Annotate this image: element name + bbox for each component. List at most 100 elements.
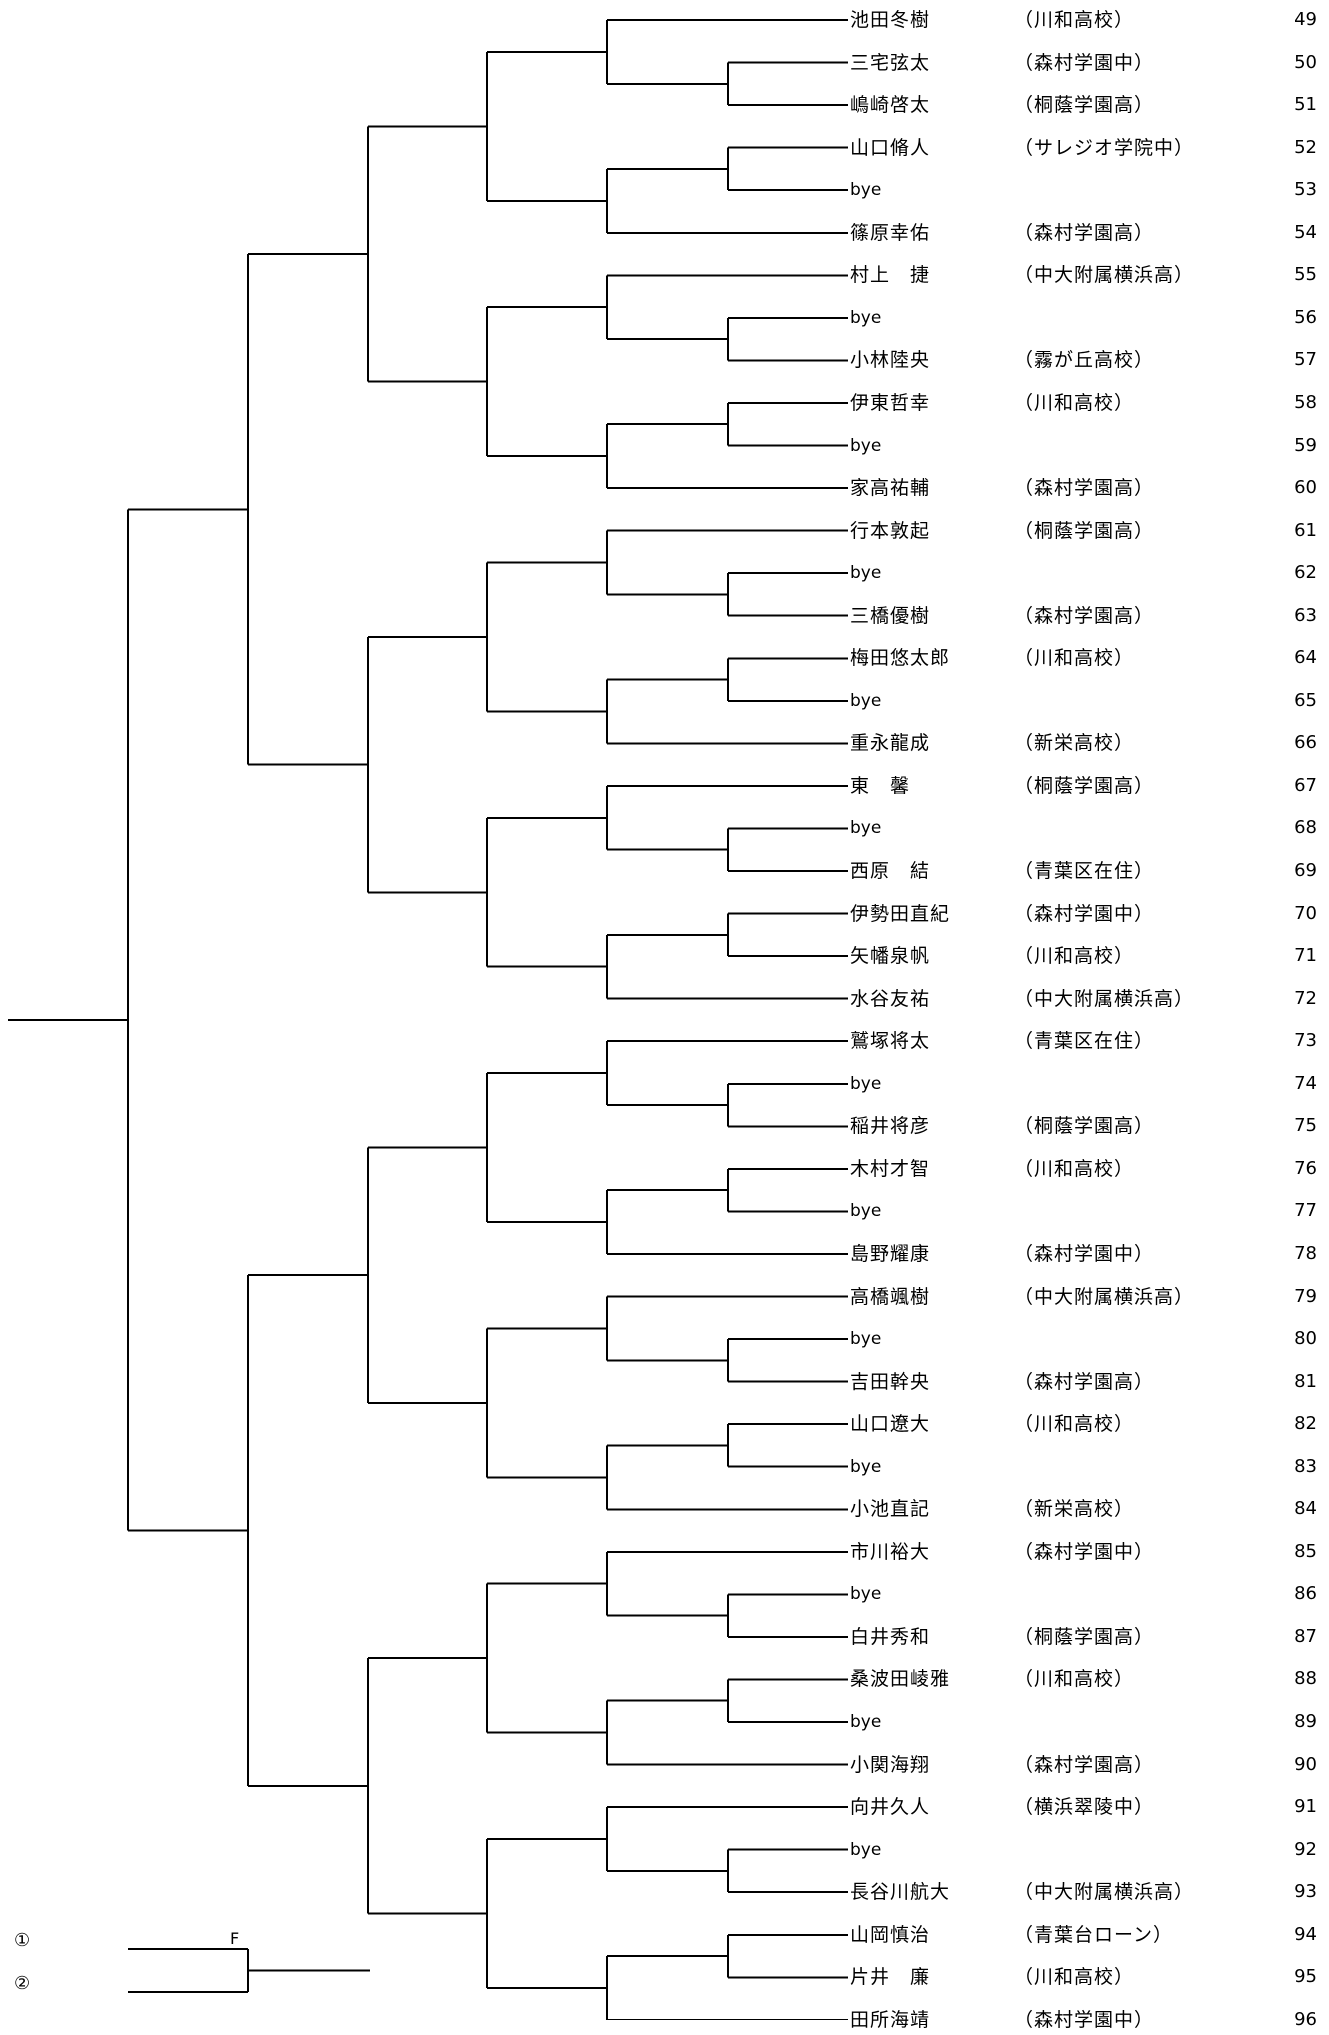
player-affiliation: （新栄高校） xyxy=(1014,732,1135,755)
draw-number: 62 xyxy=(1294,562,1317,584)
player-name: 白井秀和 xyxy=(850,1625,931,1648)
player-affiliation: （森村学園中） xyxy=(1014,51,1155,74)
draw-number: 55 xyxy=(1294,264,1317,286)
bye-label: bye xyxy=(850,1073,882,1094)
draw-number: 65 xyxy=(1294,689,1317,711)
player-affiliation: （中大附属横浜高） xyxy=(1014,264,1195,287)
player-affiliation: （川和高校） xyxy=(1014,1966,1135,1989)
player-affiliation: （桐蔭学園高） xyxy=(1014,519,1155,542)
player-name: 島野耀康 xyxy=(850,1242,931,1265)
player-affiliation: （中大附属横浜高） xyxy=(1014,987,1195,1010)
player-name: 向井久人 xyxy=(850,1796,931,1819)
player-name: 西原 結 xyxy=(850,860,931,882)
bye-label: bye xyxy=(850,1329,882,1350)
player-affiliation: （川和高校） xyxy=(1014,391,1135,414)
bye-label: bye xyxy=(850,1839,882,1860)
player-name: 稲井将彦 xyxy=(850,1115,931,1138)
player-name: 東 馨 xyxy=(850,774,911,797)
player-name: 山口脩人 xyxy=(850,136,931,159)
draw-number: 81 xyxy=(1294,1370,1317,1392)
player-affiliation: （森村学園中） xyxy=(1014,1540,1155,1563)
draw-number: 74 xyxy=(1294,1072,1317,1094)
player-affiliation: （川和高校） xyxy=(1014,9,1135,31)
player-name: 家高祐輔 xyxy=(850,477,931,500)
player-affiliation: （横浜翠陵中） xyxy=(1014,1796,1155,1819)
player-affiliation: （川和高校） xyxy=(1014,647,1135,670)
player-affiliation: （森村学園高） xyxy=(1014,1753,1155,1776)
draw-number: 82 xyxy=(1294,1413,1317,1435)
draw-number: 95 xyxy=(1294,1966,1317,1988)
player-name: 高橋颯樹 xyxy=(850,1285,931,1308)
bye-label: bye xyxy=(850,563,882,584)
player-name: 矢幡泉帆 xyxy=(850,945,931,968)
player-affiliation: （森村学園高） xyxy=(1014,477,1155,500)
bye-label: bye xyxy=(850,1456,882,1477)
player-name: 村上 捷 xyxy=(850,264,931,287)
draw-number: 61 xyxy=(1294,519,1317,541)
player-affiliation: （新栄高校） xyxy=(1014,1498,1135,1521)
draw-number: 77 xyxy=(1294,1200,1317,1222)
draw-number: 92 xyxy=(1294,1838,1317,1860)
player-affiliation: （青葉区在住） xyxy=(1014,860,1155,882)
bye-label: bye xyxy=(850,1584,882,1605)
bye-label: bye xyxy=(850,180,882,201)
draw-number: 51 xyxy=(1294,94,1317,116)
draw-number: 85 xyxy=(1294,1540,1317,1562)
player-affiliation: （桐蔭学園高） xyxy=(1014,1115,1155,1138)
draw-number: 93 xyxy=(1294,1881,1317,1903)
final-label: F xyxy=(230,1929,240,1948)
draw-number: 88 xyxy=(1294,1668,1317,1690)
player-name: 行本敦起 xyxy=(850,519,931,542)
bye-label: bye xyxy=(850,690,882,711)
draw-number: 70 xyxy=(1294,902,1317,924)
player-name: 池田冬樹 xyxy=(850,9,931,31)
draw-number: 69 xyxy=(1294,860,1317,881)
player-affiliation: （森村学園高） xyxy=(1014,604,1155,627)
player-name: 重永龍成 xyxy=(850,732,931,755)
player-affiliation: （森村学園中） xyxy=(1014,1242,1155,1265)
draw-number: 59 xyxy=(1294,434,1317,456)
draw-number: 56 xyxy=(1294,306,1317,328)
player-affiliation: （川和高校） xyxy=(1014,1157,1135,1180)
player-name: 三橋優樹 xyxy=(850,604,931,627)
draw-number: 63 xyxy=(1294,604,1317,626)
draw-number: 83 xyxy=(1294,1455,1317,1477)
player-affiliation: （サレジオ学院中） xyxy=(1014,136,1195,159)
draw-number: 75 xyxy=(1294,1115,1317,1137)
draw-number: 76 xyxy=(1294,1157,1317,1179)
draw-number: 57 xyxy=(1294,349,1317,371)
player-name: 山口遼大 xyxy=(850,1413,931,1436)
player-name: 木村才智 xyxy=(850,1157,931,1180)
player-affiliation: （川和高校） xyxy=(1014,945,1135,968)
draw-number: 54 xyxy=(1294,221,1317,243)
draw-number: 50 xyxy=(1294,51,1317,73)
draw-number: 94 xyxy=(1294,1923,1317,1945)
player-affiliation: （青葉区在住） xyxy=(1014,1030,1155,1053)
player-affiliation: （桐蔭学園高） xyxy=(1014,94,1155,117)
draw-number: 66 xyxy=(1294,732,1317,754)
player-name: 小池直記 xyxy=(850,1498,931,1521)
draw-number: 86 xyxy=(1294,1583,1317,1605)
draw-number: 58 xyxy=(1294,391,1317,413)
player-affiliation: （森村学園高） xyxy=(1014,221,1155,244)
player-name: 梅田悠太郎 xyxy=(850,647,951,670)
player-affiliation: （桐蔭学園高） xyxy=(1014,774,1155,797)
player-name: 水谷友祐 xyxy=(850,987,931,1010)
draw-number: 84 xyxy=(1294,1498,1317,1520)
draw-number: 72 xyxy=(1294,987,1317,1009)
player-name: 三宅弦太 xyxy=(850,51,931,74)
player-affiliation: （桐蔭学園高） xyxy=(1014,1625,1155,1648)
player-affiliation: （中大附属横浜高） xyxy=(1014,1285,1195,1308)
player-affiliation: （川和高校） xyxy=(1014,1668,1135,1691)
draw-number: 71 xyxy=(1294,945,1317,967)
draw-number: 90 xyxy=(1294,1753,1317,1775)
draw-number: 73 xyxy=(1294,1030,1317,1052)
bye-label: bye xyxy=(850,1712,882,1732)
player-name: 山岡慎治 xyxy=(850,1923,931,1946)
bye-label: bye xyxy=(850,1201,882,1222)
draw-number: 87 xyxy=(1294,1625,1317,1647)
draw-number: 52 xyxy=(1294,136,1317,158)
draw-number: 91 xyxy=(1294,1796,1317,1818)
draw-number: 78 xyxy=(1294,1242,1317,1264)
